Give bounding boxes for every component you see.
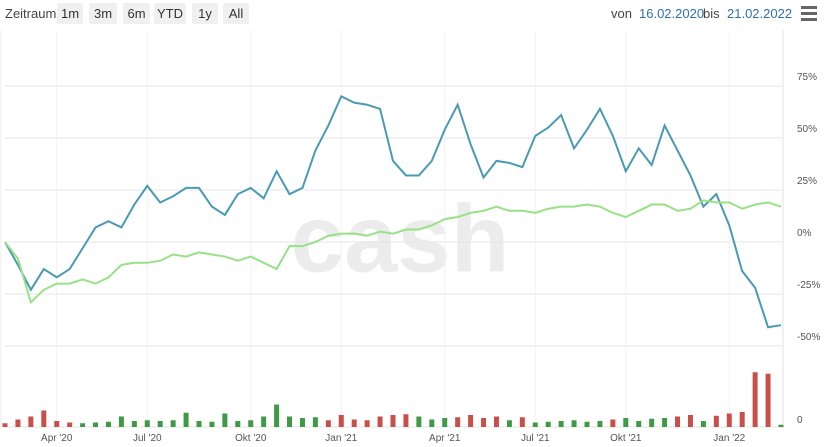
volume-bar (649, 418, 655, 427)
volume-bar (429, 419, 435, 427)
volume-bar (274, 404, 280, 427)
volume-bar (700, 421, 706, 427)
range-label: Zeitraum (5, 6, 57, 21)
volume-bar (687, 415, 693, 427)
volume-bar (248, 420, 254, 427)
from-label: von (611, 6, 632, 21)
volume-bar (416, 416, 422, 427)
volume-bar (196, 421, 202, 427)
volume-bar (28, 416, 34, 427)
range-button[interactable]: 1m (57, 3, 83, 24)
volume-bar (287, 416, 293, 427)
x-tick-label: Jan '22 (713, 433, 745, 444)
volume-bar (481, 418, 487, 427)
watermark: cash (291, 185, 510, 292)
volume-bar (54, 421, 60, 427)
y-tick-label: 50% (797, 124, 817, 135)
volume-bar (532, 422, 538, 427)
x-tick-label: Okt '20 (235, 433, 267, 444)
y-tick-label: -25% (797, 280, 820, 291)
volume-bar (312, 417, 318, 427)
toolbar: Zeitraum 1m 3m 6m YTD 1y All von 16.02.2… (0, 0, 830, 28)
x-tick-label: Apr '21 (429, 433, 461, 444)
volume-bar (93, 422, 99, 427)
volume-bar (597, 421, 603, 427)
volume-bar (493, 416, 499, 427)
volume-bar (506, 420, 512, 427)
y2-tick-label: 0 (797, 415, 803, 426)
volume-bar (713, 415, 719, 427)
volume-bar (131, 421, 137, 427)
volume-bar (636, 421, 642, 427)
to-date[interactable]: 21.02.2022 (727, 6, 793, 21)
volume-bar (235, 421, 241, 427)
y-tick-label: -50% (797, 332, 820, 343)
to-label: bis (703, 6, 720, 21)
volume-bar (623, 418, 629, 427)
line (4, 95, 782, 329)
x-tick-label: Jan '21 (325, 433, 357, 444)
volume-bar (468, 415, 474, 427)
volume-bar (157, 421, 163, 427)
volume-bar (338, 415, 344, 427)
volume-bar (558, 421, 564, 427)
volume-bar (364, 420, 370, 427)
menu-button[interactable] (801, 6, 817, 24)
volume-bar (545, 421, 551, 427)
volume-bar (144, 420, 150, 427)
volume-bar (662, 418, 668, 427)
volume-bar (118, 416, 124, 427)
volume-bar (752, 372, 758, 427)
volume-bar (183, 412, 189, 427)
volume-bar (442, 418, 448, 427)
volume-bar (2, 423, 8, 427)
range-button[interactable]: All (223, 3, 249, 24)
volume-bar (377, 416, 383, 427)
range-button[interactable]: YTD (154, 3, 186, 24)
volume-bar (390, 415, 396, 427)
volume-bar (299, 418, 305, 427)
range-button[interactable]: 3m (89, 3, 117, 24)
volume-bar (403, 414, 409, 427)
volume-bar (105, 421, 111, 427)
volume-bar (726, 413, 732, 427)
volume-bar (325, 420, 331, 427)
volume-bar (209, 421, 215, 427)
volume-bar (351, 419, 357, 427)
line (4, 199, 782, 305)
volume-bar (80, 423, 86, 427)
volume-bar (584, 421, 590, 427)
volume-bar (455, 417, 461, 427)
from-date[interactable]: 16.02.2020 (639, 6, 705, 21)
y-tick-label: 0% (797, 228, 812, 239)
volume-bar (261, 416, 267, 427)
volume-bar (15, 419, 21, 427)
volume-bar (170, 420, 176, 427)
volume-bar (571, 420, 577, 427)
range-button[interactable]: 6m (123, 3, 150, 24)
x-tick-label: Jul '21 (521, 433, 550, 444)
volume-bar (41, 410, 47, 427)
volume-bar (610, 419, 616, 427)
range-button[interactable]: 1y (192, 3, 218, 24)
volume-bar (675, 416, 681, 427)
volume-bar (222, 413, 228, 427)
volume-bar (778, 424, 784, 427)
volume-bar (739, 412, 745, 427)
y-tick-label: 75% (797, 72, 817, 83)
volume-bar (765, 373, 771, 427)
volume-bar (519, 417, 525, 427)
x-tick-label: Okt '21 (610, 433, 642, 444)
volume-bar (67, 422, 73, 427)
y-tick-label: 25% (797, 176, 817, 187)
x-tick-label: Jul '20 (133, 433, 162, 444)
x-tick-label: Apr '20 (41, 433, 73, 444)
